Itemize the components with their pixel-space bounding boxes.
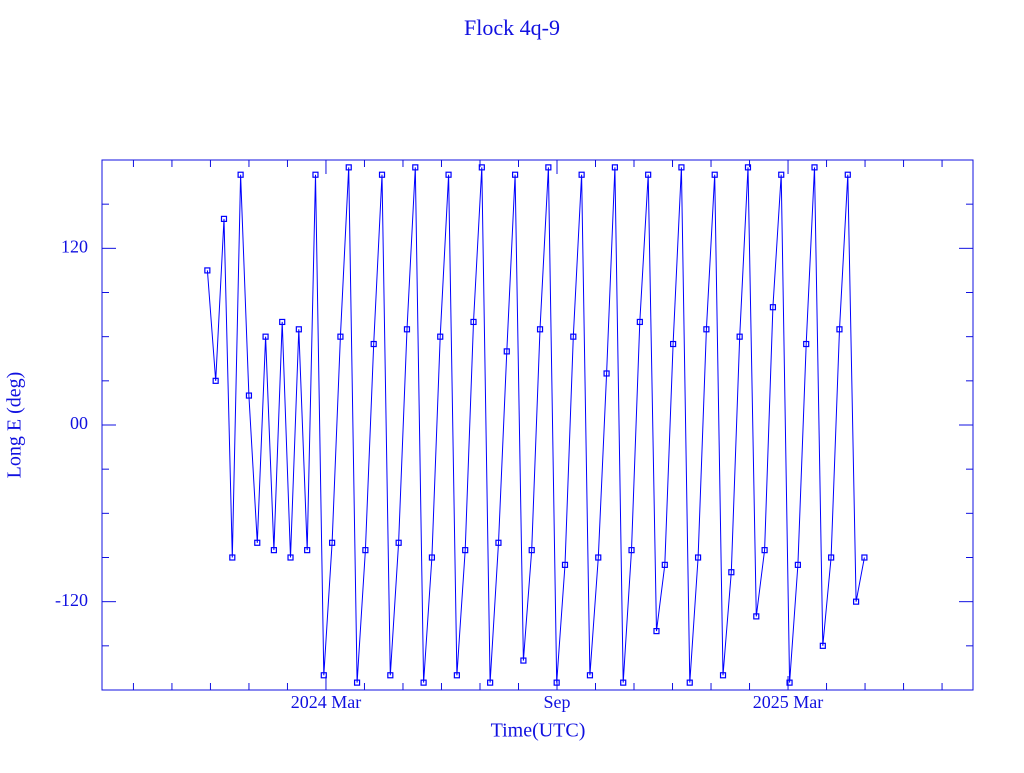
data-point: [603, 370, 610, 377]
data-point: [528, 547, 535, 554]
data-point: [844, 171, 851, 178]
data-point: [412, 164, 419, 171]
data-point: [254, 539, 261, 546]
data-point: [694, 554, 702, 561]
x-tick-label: 2025 Mar: [753, 692, 824, 712]
data-point: [595, 554, 602, 561]
data-point: [270, 547, 277, 554]
data-point: [387, 672, 394, 679]
y-tick-label: 120: [61, 236, 88, 256]
data-point: [403, 326, 411, 333]
data-point: [761, 547, 768, 554]
data-point: [803, 340, 810, 348]
data-point: [437, 333, 444, 340]
data-point: [470, 318, 477, 326]
data-point: [229, 554, 236, 561]
data-point: [312, 171, 319, 178]
data-point: [329, 539, 336, 546]
data-point: [428, 554, 436, 561]
data-point: [686, 679, 693, 686]
data-point: [769, 304, 777, 311]
data-point: [628, 547, 635, 554]
data-point: [204, 267, 211, 274]
data-point: [395, 539, 402, 546]
data-point: [653, 628, 660, 635]
data-point: [711, 171, 718, 178]
data-point: [453, 672, 460, 679]
data-point: [320, 672, 327, 679]
data-point: [786, 679, 793, 686]
data-point: [511, 171, 519, 178]
data-point: [828, 554, 835, 561]
data-point: [744, 164, 752, 171]
data-point: [728, 569, 735, 576]
y-axis-label: Long E (deg): [4, 372, 26, 479]
data-point: [703, 326, 710, 333]
data-point: [353, 679, 361, 686]
data-point: [287, 554, 294, 561]
data-point: [345, 164, 352, 171]
data-point: [295, 326, 302, 333]
data-point: [487, 679, 494, 686]
data-point: [645, 171, 652, 178]
data-point: [819, 642, 826, 649]
data-point: [586, 672, 594, 679]
x-axis-label: Time(UTC): [491, 720, 586, 742]
data-point: [262, 333, 269, 340]
data-point: [561, 561, 569, 568]
series-line: [206, 167, 865, 683]
data-point: [478, 164, 485, 171]
data-point: [719, 672, 727, 679]
data-point: [794, 561, 801, 568]
data-point: [753, 613, 760, 620]
data-point: [304, 547, 311, 554]
x-tick-label: 2024 Mar: [291, 692, 362, 712]
data-point: [578, 171, 585, 178]
data-point: [811, 164, 818, 171]
data-point: [337, 333, 344, 340]
data-point: [670, 340, 677, 348]
y-tick-label: 00: [70, 413, 88, 433]
data-point: [503, 348, 510, 355]
data-point: [420, 679, 427, 686]
data-point: [736, 333, 743, 340]
data-point: [620, 679, 627, 686]
data-point: [245, 392, 253, 399]
data-point: [836, 326, 843, 333]
data-point: [495, 539, 502, 546]
data-point: [279, 318, 286, 326]
data-point: [861, 554, 868, 561]
data-point: [553, 679, 560, 686]
data-point: [370, 340, 377, 348]
data-point: [212, 377, 219, 384]
data-point: [378, 171, 386, 178]
y-tick-label: -120: [55, 590, 88, 610]
data-point: [462, 547, 469, 554]
data-point: [445, 171, 452, 178]
data-point: [778, 171, 785, 178]
chart-title: Flock 4q-9: [464, 15, 560, 40]
data-point: [536, 326, 544, 333]
x-tick-label: Sep: [543, 692, 570, 712]
data-point: [636, 318, 643, 326]
data-point: [545, 164, 552, 171]
data-point: [220, 215, 228, 222]
data-point: [362, 547, 369, 554]
data-point: [678, 164, 685, 171]
data-point: [661, 561, 668, 568]
data-point: [852, 598, 860, 605]
data-point: [520, 657, 527, 664]
data-point: [570, 333, 577, 340]
data-point: [237, 171, 244, 178]
data-point: [611, 164, 618, 171]
